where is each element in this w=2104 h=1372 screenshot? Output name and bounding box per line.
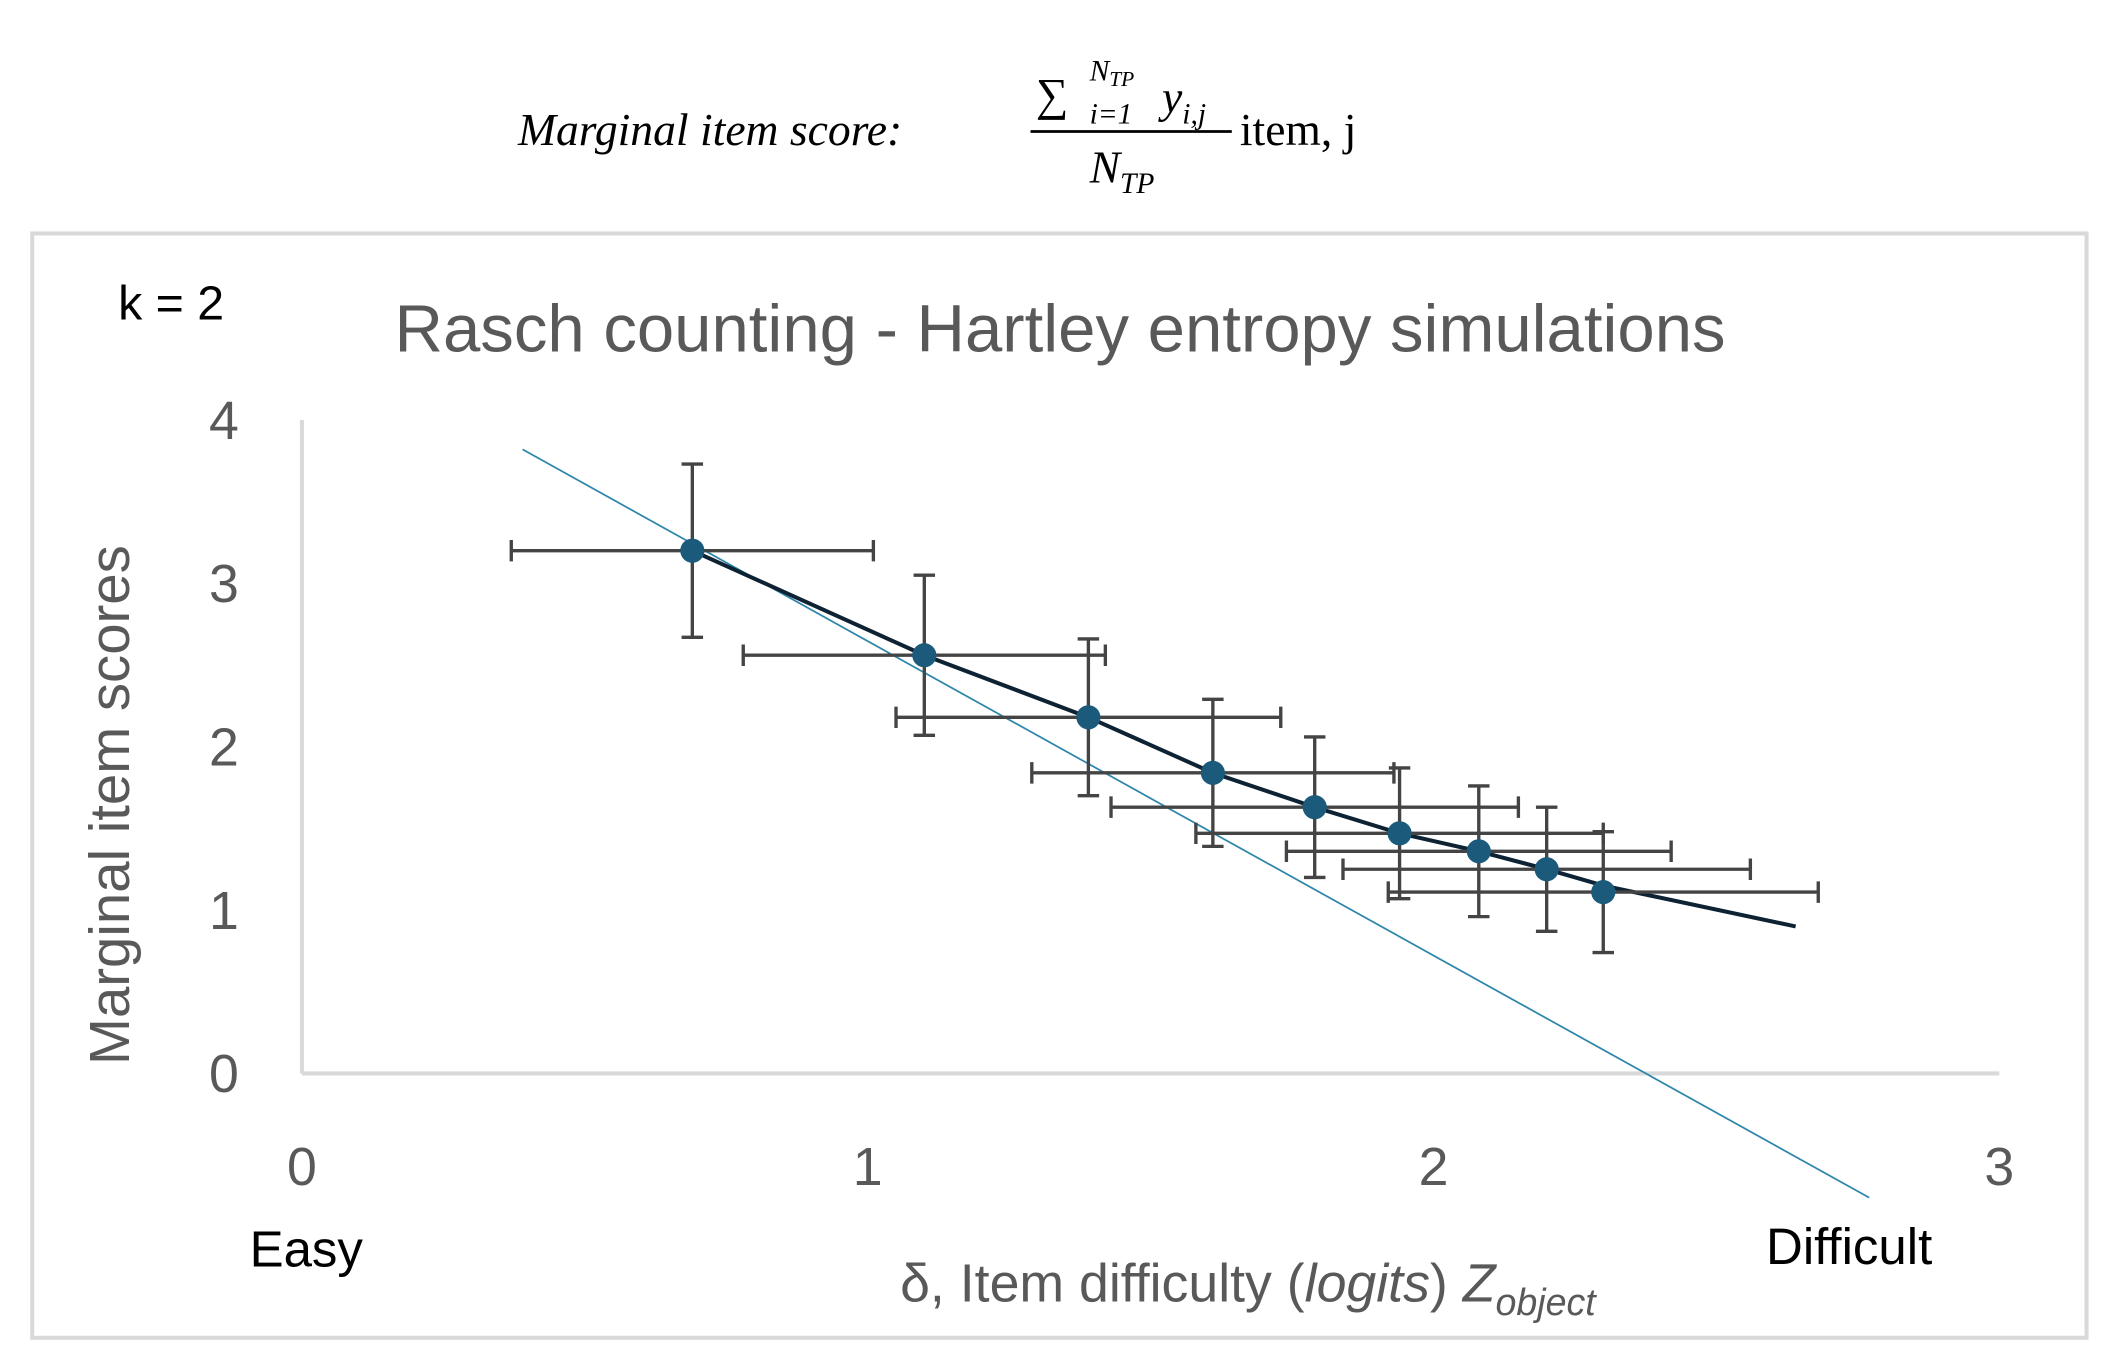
y-tick-label: 4: [209, 391, 239, 451]
x-title-text: δ, Item difficulty (: [900, 1254, 1305, 1314]
formula-upper: NTP: [1089, 56, 1135, 91]
data-point: [1591, 880, 1616, 905]
y-tick-label: 0: [209, 1044, 239, 1104]
y-tick-label: 1: [209, 881, 239, 941]
x-tick-label: 1: [853, 1137, 883, 1197]
formula-denominator-sub: TP: [1120, 168, 1154, 200]
k-annotation: k = 2: [118, 276, 224, 330]
formula-sum: ∑: [1036, 69, 1069, 120]
formula-summand: yi,j: [1158, 72, 1206, 131]
data-point: [1076, 705, 1101, 730]
data-point: [1466, 839, 1491, 864]
fit-line: [691, 548, 1797, 929]
data-point: [680, 538, 705, 563]
x-title-after: ): [1430, 1254, 1463, 1314]
difficult-label: Difficult: [1766, 1218, 1932, 1275]
data-point: [1387, 821, 1412, 846]
formula-suffix: item, j: [1240, 104, 1357, 155]
x-title-var: Z: [1461, 1254, 1498, 1314]
x-title-italic: logits: [1305, 1254, 1430, 1314]
formula-upper-limit: N: [1089, 56, 1112, 88]
data-point: [912, 643, 937, 668]
chart-title: Rasch counting - Hartley entropy simulat…: [395, 292, 1726, 367]
data-point: [1302, 795, 1327, 820]
x-axis-title: δ, Item difficulty (logits) Zobject: [900, 1254, 1597, 1323]
x-title-sub: object: [1495, 1281, 1597, 1323]
formula-denominator: NTP: [1089, 141, 1155, 200]
y-tick-label: 2: [209, 718, 239, 778]
formula-lhs: Marginal item score:: [517, 104, 902, 155]
data-point: [1534, 857, 1559, 882]
formula-denominator-var: N: [1089, 141, 1123, 192]
formula-upper-sub: TP: [1109, 67, 1134, 91]
x-tick-label: 0: [287, 1137, 317, 1197]
data-point: [1200, 760, 1225, 785]
y-tick-label: 3: [209, 554, 239, 614]
formula-lower-limit: i=1: [1090, 98, 1133, 130]
formula-summand-sub: i,j: [1182, 98, 1206, 130]
y-axis-title: Marginal item scores: [78, 545, 141, 1065]
x-tick-label: 2: [1419, 1137, 1449, 1197]
plot: 0 1 2 3 4 0 1 2 3: [209, 391, 2014, 1199]
easy-label: Easy: [250, 1221, 364, 1278]
chart-frame: [30, 231, 2089, 1340]
formula: Marginal item score: ∑ NTP i=1 yi,j NTP …: [517, 56, 1356, 201]
x-tick-label: 3: [1984, 1137, 2014, 1197]
formula-summand-var: y: [1158, 72, 1183, 123]
